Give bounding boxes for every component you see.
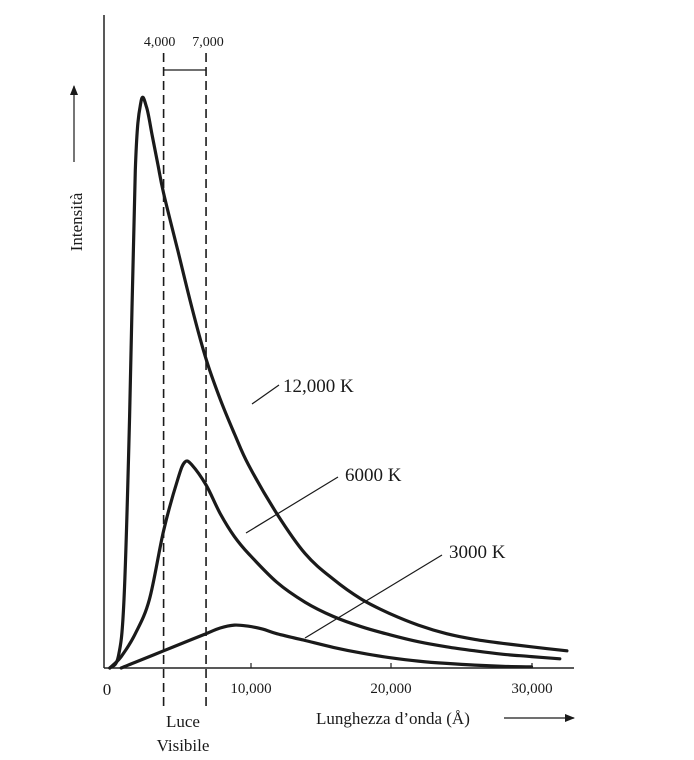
visible-band-end-label: 7,000 <box>192 35 224 50</box>
visible-band-start-label: 4,000 <box>144 35 176 50</box>
x-tick-label-20000: 20,000 <box>370 681 411 697</box>
x-tick-label-10000: 10,000 <box>230 681 271 697</box>
x-tick-label-30000: 30,000 <box>511 681 552 697</box>
series-label-6000k: 6000 K <box>345 465 402 486</box>
y-axis-title: Intensità <box>67 192 86 251</box>
series-leader-3000k <box>304 554 443 639</box>
visible-band-caption-line2: Visibile <box>157 736 210 755</box>
x-axis-title: Lunghezza d’onda (Å) <box>316 709 470 728</box>
series-line-3000k <box>119 623 534 670</box>
series-leader-6000k <box>245 476 339 534</box>
series-line-6000k <box>108 459 562 670</box>
visible-band-caption-line1: Luce <box>166 712 200 731</box>
series-leader-12000k <box>251 384 280 405</box>
series-label-3000k: 3000 K <box>449 542 506 563</box>
series-line-12000k <box>108 95 569 670</box>
x-tick-label-0: 0 <box>103 680 112 699</box>
series-label-12000k: 12,000 K <box>283 376 354 397</box>
